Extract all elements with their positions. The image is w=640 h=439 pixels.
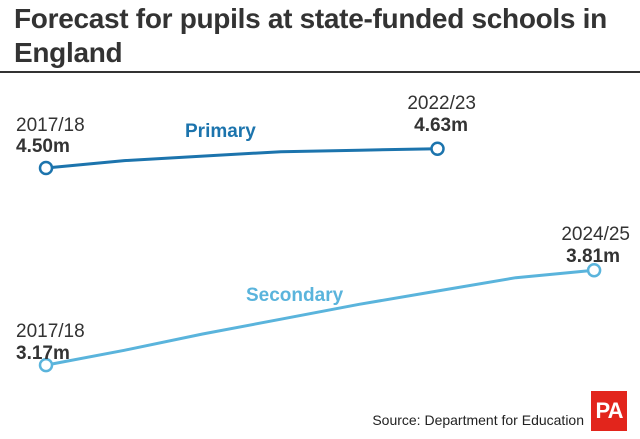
primary-start-point (38, 160, 54, 176)
secondary-end-value-label: 3.81m (566, 246, 620, 267)
primary-end-point (430, 141, 445, 156)
title-divider (0, 71, 640, 73)
secondary-start-point (38, 357, 54, 373)
primary-start-year-label: 2017/18 (16, 115, 85, 136)
primary-end-value-label: 4.63m (414, 115, 468, 136)
primary-end-year-label: 2022/23 (407, 93, 476, 114)
primary-series-line (44, 147, 439, 170)
source-note: Source: Department for Education (372, 412, 584, 428)
primary-start-value-label: 4.50m (16, 136, 70, 157)
chart-title: Forecast for pupils at state-funded scho… (14, 3, 607, 68)
primary-series-name: Primary (185, 121, 256, 142)
secondary-end-year-label: 2024/25 (561, 224, 630, 245)
secondary-end-point (586, 263, 602, 278)
secondary-series-name: Secondary (246, 285, 344, 306)
secondary-series-line (44, 268, 596, 367)
secondary-start-value-label: 3.17m (16, 343, 70, 364)
pa-logo: PA (591, 391, 627, 431)
secondary-start-year-label: 2017/18 (16, 321, 85, 342)
